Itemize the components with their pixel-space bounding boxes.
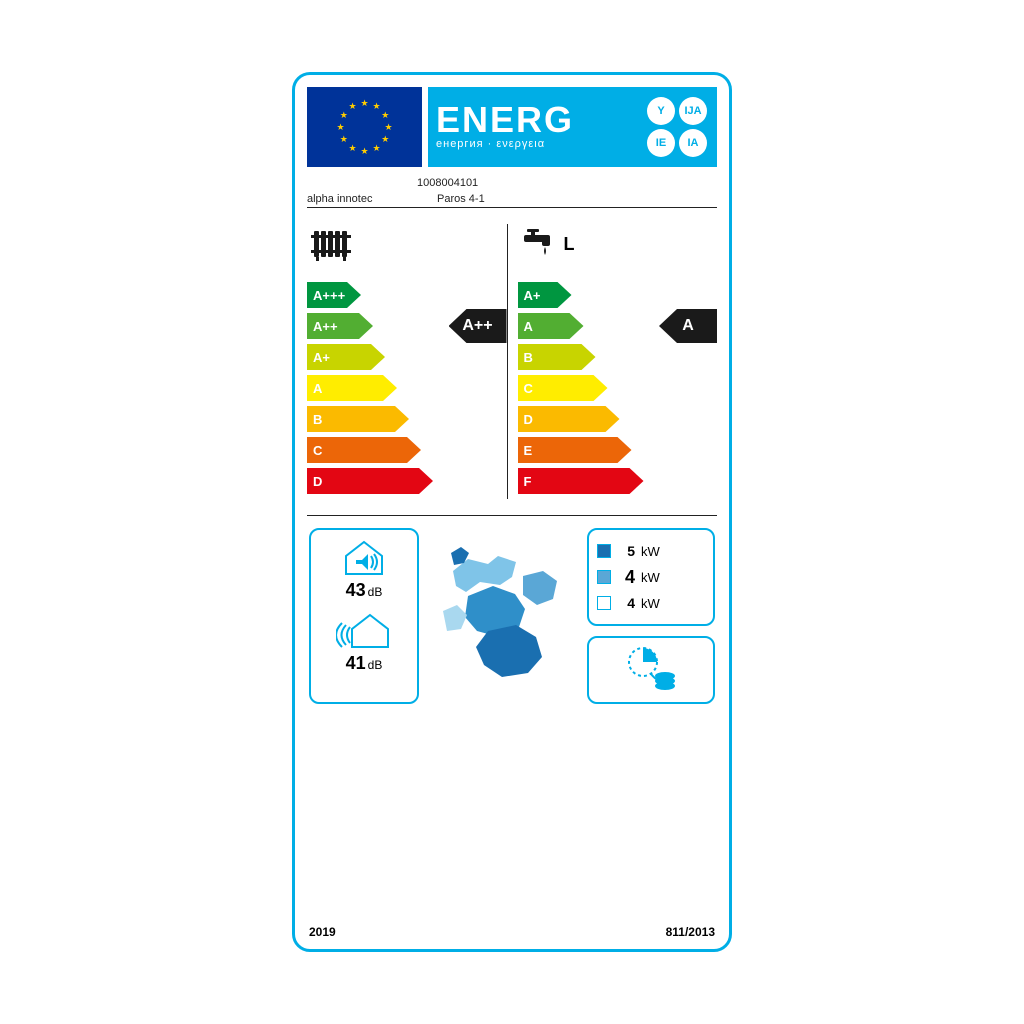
energy-label: ★★★★★★★★★★★★ ENERG енергия · ενεργεια Y … [292,72,732,952]
suffix-circle: Y [647,97,675,125]
sound-outdoor-value: 41 [346,653,366,673]
power-box: 5 kW 4 kW 4 kW [587,528,715,626]
rating-row: B [518,344,718,370]
water-profile: L [564,234,575,255]
climate-square-icon [597,570,611,584]
rating-pointer: A++ [449,309,507,343]
rating-row: A+++ [307,282,507,308]
section-divider [307,515,717,516]
rating-arrow: A+++ [307,282,361,308]
water-column: L A+AABCDEF [508,218,718,505]
rating-row: A [307,375,507,401]
rating-arrow: E [518,437,632,463]
sound-outdoor: 41dB [317,613,411,674]
power-row: 5 kW [597,538,705,564]
rating-arrow: F [518,468,644,494]
energ-suffix-circles: Y IJA IE IA [647,97,707,157]
heating-column: A+++A++A++A+ABCD [307,218,507,505]
rating-row: A+ [518,282,718,308]
rating-arrow: C [518,375,608,401]
rating-row: F [518,468,718,494]
power-value: 4 [617,595,635,611]
sound-indoor-unit: dB [368,585,383,599]
rating-row: D [518,406,718,432]
power-unit: kW [641,544,660,559]
footer-regulation: 811/2013 [666,925,715,939]
rating-row: A++A++ [307,313,507,339]
suffix-circle: IJA [679,97,707,125]
rating-arrow: B [307,406,409,432]
sound-indoor-value: 43 [346,580,366,600]
rating-row: E [518,437,718,463]
rating-arrow: C [307,437,421,463]
rating-arrow: B [518,344,596,370]
europe-map-icon [431,528,575,704]
rating-arrow: D [307,468,433,494]
rating-row: C [518,375,718,401]
sound-power-box: 43dB 41dB [309,528,419,704]
power-unit: kW [641,570,660,585]
eu-flag-icon: ★★★★★★★★★★★★ [307,87,422,167]
climate-square-icon [597,544,611,558]
energ-banner: ENERG енергия · ενεργεια Y IJA IE IA [428,87,717,167]
product-code: 1008004101 [417,177,717,189]
suffix-circle: IA [679,129,707,157]
power-row: 4 kW [597,590,705,616]
rating-row: C [307,437,507,463]
rating-arrow: D [518,406,620,432]
brand-name: alpha innotec [307,193,407,205]
sound-outdoor-icon [336,613,392,649]
radiator-icon [311,227,355,261]
model-name: Paros 4-1 [437,193,485,205]
sound-indoor: 43dB [317,540,411,601]
bottom-section: 43dB 41dB [307,528,717,704]
rating-columns: A+++A++A++A+ABCD L [307,218,717,505]
off-peak-icon [587,636,715,704]
rating-row: AA [518,313,718,339]
climate-square-icon [597,596,611,610]
rating-arrow: A+ [518,282,572,308]
rating-arrow: A [307,375,397,401]
tap-icon [522,229,556,259]
footer: 2019 811/2013 [309,925,715,939]
rating-arrow: A [518,313,584,339]
sound-outdoor-unit: dB [368,658,383,672]
suffix-circle: IE [647,129,675,157]
power-value: 5 [617,543,635,559]
header: ★★★★★★★★★★★★ ENERG енергия · ενεργεια Y … [307,87,717,167]
power-row: 4 kW [597,564,705,590]
rating-pointer: A [659,309,717,343]
footer-year: 2019 [309,925,336,939]
sound-indoor-icon [342,540,386,576]
power-unit: kW [641,596,660,611]
product-meta: 1008004101 alpha innotec Paros 4-1 [307,177,717,208]
energ-title: ENERG [436,104,574,136]
rating-row: B [307,406,507,432]
rating-row: D [307,468,507,494]
rating-row: A+ [307,344,507,370]
energ-subtitle: енергия · ενεργεια [436,138,574,150]
rating-arrow: A+ [307,344,385,370]
power-value: 4 [617,567,635,588]
rating-arrow: A++ [307,313,373,339]
